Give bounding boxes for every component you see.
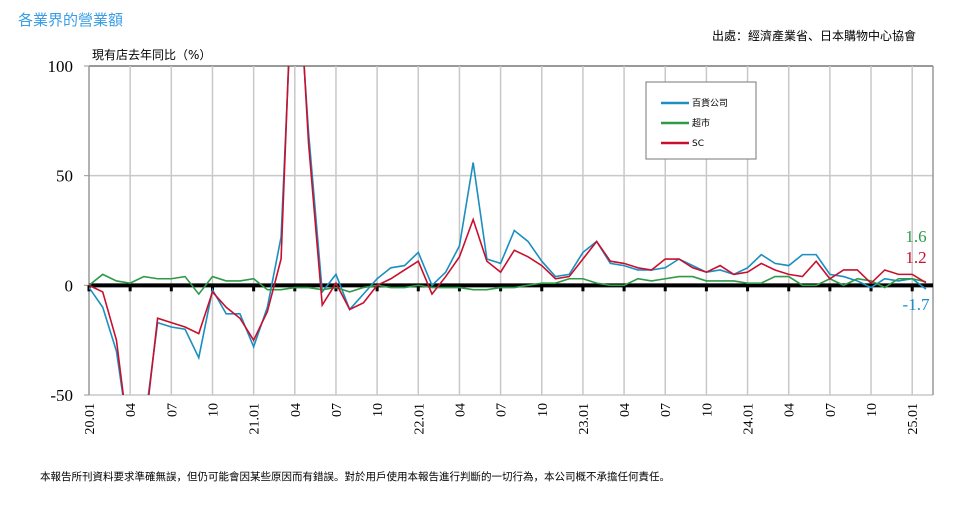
x-tick-label: 25.01 — [906, 403, 921, 435]
legend-label: SC — [692, 139, 704, 149]
x-tick-label: 07 — [824, 403, 839, 417]
x-tick-label: 10 — [865, 403, 880, 417]
x-tick-label: 21.01 — [248, 403, 263, 435]
end-value-label: 1.6 — [905, 227, 926, 246]
y-tick-label: 100 — [48, 57, 74, 76]
x-tick-label: 07 — [495, 403, 510, 417]
y-tick-label: 0 — [65, 276, 74, 295]
end-value-label: -1.7 — [903, 295, 930, 314]
x-tick-label: 22.01 — [412, 403, 427, 435]
x-tick-label: 07 — [165, 403, 180, 417]
series-line-超市 — [89, 273, 927, 296]
disclaimer: 本報告所刊資料要求準確無誤，但仍可能會因某些原因而有錯誤。對於用戶使用本報告進行… — [40, 471, 670, 483]
y-tick-label: -50 — [50, 386, 73, 405]
x-tick-label: 07 — [330, 403, 345, 417]
y-axis-label: 現有店去年同比（%） — [92, 48, 212, 62]
page-title: 各業界的營業額 — [18, 11, 124, 29]
x-tick-label: 20.01 — [83, 403, 98, 435]
x-tick-label: 04 — [124, 403, 139, 417]
x-tick-label: 24.01 — [742, 403, 757, 435]
x-tick-label: 10 — [206, 403, 221, 417]
x-tick-label: 04 — [618, 403, 633, 417]
x-tick-label: 10 — [700, 403, 715, 417]
source-note: 出處：經濟產業省、日本購物中心協會 — [711, 29, 916, 43]
series-line-SC — [89, 66, 927, 395]
end-value-label: 1.2 — [905, 248, 926, 267]
legend-label: 超市 — [692, 117, 710, 129]
x-tick-label: 07 — [659, 403, 674, 417]
x-tick-label: 04 — [289, 403, 304, 417]
legend-label: 百貨公司 — [692, 97, 728, 109]
x-tick-label: 23.01 — [577, 403, 592, 435]
x-tick-label: 04 — [783, 403, 798, 417]
y-tick-label: 50 — [56, 167, 73, 186]
x-tick-label: 10 — [371, 403, 386, 417]
x-tick-label: 10 — [536, 403, 551, 417]
series-line-百貨公司 — [89, 66, 927, 395]
x-tick-label: 04 — [453, 403, 468, 417]
